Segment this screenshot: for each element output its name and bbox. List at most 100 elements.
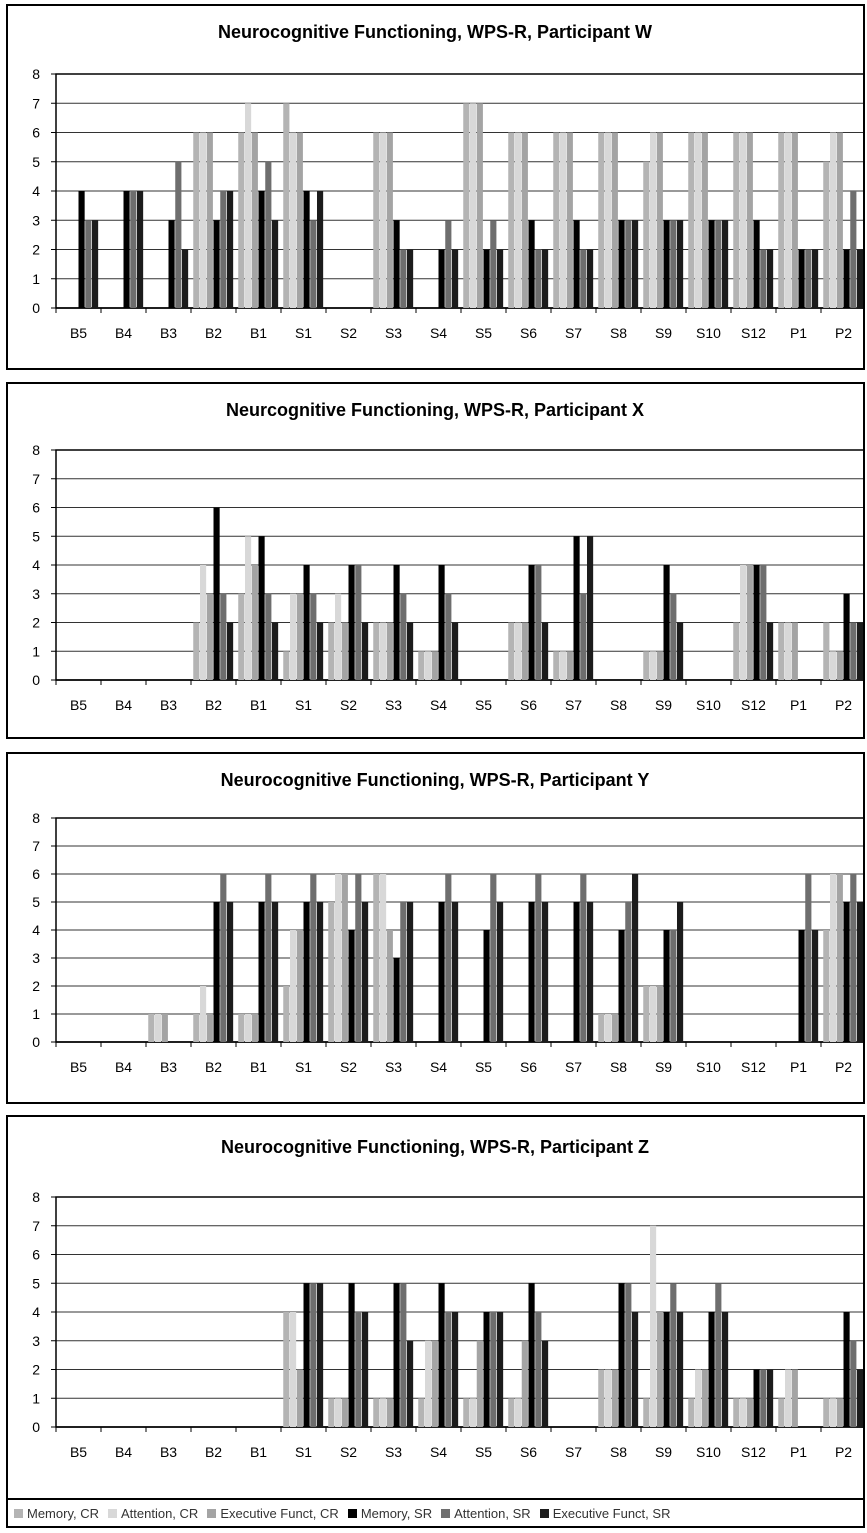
- bar-p2-series-6: [857, 249, 863, 308]
- bar-s2-series-3: [341, 874, 348, 1042]
- chart-title: Neurocognitive Functioning, WPS-R, Parti…: [221, 1137, 649, 1157]
- bar-s12-series-3: [746, 1398, 753, 1427]
- x-tick-label: B3: [160, 697, 177, 713]
- bar-s8-series-1: [598, 132, 605, 308]
- x-tick-label: B2: [205, 325, 222, 341]
- x-tick-label: S7: [565, 1444, 582, 1460]
- y-tick-label: 2: [32, 978, 40, 994]
- y-tick-label: 3: [32, 586, 40, 602]
- y-tick-label: 2: [32, 615, 40, 631]
- bar-p1-series-6: [812, 930, 819, 1042]
- bar-s8-series-5: [625, 1283, 632, 1427]
- bar-b1-series-5: [265, 593, 272, 680]
- y-tick-label: 0: [32, 672, 40, 688]
- y-tick-label: 4: [32, 922, 40, 938]
- bar-s3-series-4: [393, 958, 400, 1042]
- bar-s6-series-3: [521, 132, 528, 308]
- bar-s3-series-1: [373, 874, 380, 1042]
- x-tick-label: B5: [70, 1059, 87, 1075]
- bar-p2-series-4: [843, 1312, 850, 1427]
- bar-s6-series-2: [515, 132, 522, 308]
- y-tick-label: 7: [32, 95, 40, 111]
- bar-s3-series-1: [373, 1398, 380, 1427]
- bar-s7-series-5: [580, 593, 587, 680]
- bar-s1-series-3: [296, 1369, 303, 1427]
- y-tick-label: 7: [32, 838, 40, 854]
- bar-s12-series-6: [767, 249, 774, 308]
- bar-p1-series-4: [798, 930, 805, 1042]
- bar-chart-participant-y: Neurocognitive Functioning, WPS-R, Parti…: [32, 770, 863, 1075]
- bar-s5-series-2: [470, 1398, 477, 1427]
- bar-s1-series-5: [310, 874, 317, 1042]
- x-tick-label: B1: [250, 1059, 267, 1075]
- bar-s1-series-2: [290, 132, 297, 308]
- bar-s9-series-1: [643, 1398, 650, 1427]
- bar-b1-series-1: [238, 1014, 245, 1042]
- x-tick-label: S7: [565, 1059, 582, 1075]
- y-tick-label: 6: [32, 125, 40, 141]
- bar-s2-series-5: [355, 1312, 362, 1427]
- bar-s2-series-1: [328, 1398, 335, 1427]
- bar-s6-series-5: [535, 249, 542, 308]
- bar-b2-series-3: [206, 1014, 213, 1042]
- legend-item: Attention, SR: [441, 1506, 531, 1521]
- bar-p2-series-5: [850, 1340, 857, 1427]
- bar-s1-series-3: [296, 930, 303, 1042]
- bar-s7-series-4: [573, 536, 580, 680]
- bar-b1-series-4: [258, 536, 265, 680]
- bar-s3-series-6: [407, 1340, 414, 1427]
- bar-b1-series-6: [272, 622, 279, 680]
- legend-swatch: [207, 1508, 217, 1518]
- bar-p1-series-5: [805, 249, 812, 308]
- x-tick-label: B4: [115, 1059, 132, 1075]
- bar-p2-series-4: [843, 249, 850, 308]
- x-tick-label: B3: [160, 325, 177, 341]
- bar-s3-series-1: [373, 622, 380, 680]
- bar-s2-series-2: [335, 1398, 342, 1427]
- y-tick-label: 5: [32, 528, 40, 544]
- bar-s6-series-3: [521, 1340, 528, 1427]
- bar-s4-series-1: [418, 1398, 425, 1427]
- bar-b5-series-5: [85, 220, 92, 308]
- bar-b2-series-2: [200, 132, 207, 308]
- y-tick-label: 2: [32, 1362, 40, 1378]
- legend-swatch: [107, 1508, 117, 1518]
- bar-s6-series-4: [528, 1283, 535, 1427]
- x-tick-label: S1: [295, 697, 312, 713]
- bar-b1-series-3: [251, 1014, 258, 1042]
- bar-s7-series-4: [573, 902, 580, 1042]
- bar-s1-series-6: [317, 622, 324, 680]
- bar-s6-series-1: [508, 132, 515, 308]
- bar-s10-series-5: [715, 1283, 722, 1427]
- bar-s2-series-4: [348, 565, 355, 680]
- bar-s5-series-5: [490, 1312, 497, 1427]
- bar-p2-series-2: [830, 132, 837, 308]
- bar-chart-participant-z: Neurocognitive Functioning, WPS-R, Parti…: [32, 1137, 863, 1460]
- bar-p2-series-1: [823, 930, 830, 1042]
- bar-s2-series-2: [335, 874, 342, 1042]
- bar-s2-series-5: [355, 874, 362, 1042]
- bar-b1-series-4: [258, 191, 265, 308]
- x-tick-label: S6: [520, 1444, 537, 1460]
- x-tick-label: P1: [790, 1059, 807, 1075]
- legend-swatch: [539, 1508, 549, 1518]
- y-tick-label: 1: [32, 1390, 40, 1406]
- bar-s7-series-6: [587, 249, 594, 308]
- bar-b2-series-5: [220, 191, 227, 308]
- bar-b1-series-2: [245, 536, 252, 680]
- y-tick-label: 5: [32, 154, 40, 170]
- x-tick-label: S10: [696, 697, 721, 713]
- x-tick-label: S12: [741, 325, 766, 341]
- bar-s5-series-4: [483, 249, 490, 308]
- y-tick-label: 2: [32, 242, 40, 258]
- bar-b3-series-2: [155, 1014, 162, 1042]
- x-tick-label: P2: [835, 325, 852, 341]
- y-tick-label: 5: [32, 1275, 40, 1291]
- bar-s7-series-5: [580, 249, 587, 308]
- y-tick-label: 8: [32, 66, 40, 82]
- x-tick-label: S3: [385, 1059, 402, 1075]
- bar-b5-series-6: [92, 220, 99, 308]
- bar-p1-series-2: [785, 622, 792, 680]
- legend-swatch: [347, 1508, 357, 1518]
- bar-b3-series-5: [175, 161, 182, 308]
